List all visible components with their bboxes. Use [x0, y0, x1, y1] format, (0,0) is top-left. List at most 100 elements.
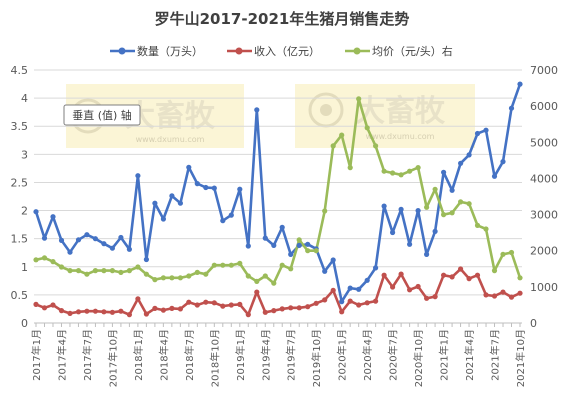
series-1-point [305, 304, 311, 310]
series-0-point [347, 285, 353, 291]
series-0-point [373, 265, 379, 271]
series-2-point [517, 275, 523, 281]
series-2-point [347, 165, 353, 171]
series-1-point [474, 272, 481, 278]
series-1-point [508, 294, 515, 300]
series-1-point [237, 301, 243, 307]
watermark-url-right: www.dxumu.com [366, 132, 435, 141]
series-0-point [296, 242, 302, 248]
series-0-point [381, 203, 387, 209]
series-0-point [67, 249, 73, 255]
series-1-point [458, 266, 464, 272]
x-tick-label: 2018年10月 [208, 329, 221, 387]
series-1-point [109, 309, 115, 315]
series-2-point [271, 280, 277, 286]
series-1-point [296, 305, 302, 311]
series-1-point [211, 300, 217, 306]
series-2-point [109, 268, 115, 274]
series-0-point [109, 245, 115, 251]
watermark-right: 大畜牧 www.dxumu.com [295, 84, 475, 148]
series-0-point [143, 256, 149, 263]
series-0-point [356, 286, 362, 292]
series-2-point [237, 260, 243, 266]
series-0-point [339, 299, 345, 305]
series-0-point [441, 169, 447, 175]
series-2-point [92, 268, 98, 274]
legend-item-price: 均价（元/头）右 [345, 44, 453, 58]
series-1-point [262, 309, 268, 315]
y-tick-label-right: 0 [530, 317, 537, 330]
series-line-2 [35, 97, 522, 285]
series-0-point [254, 107, 260, 113]
series-2-point [41, 255, 48, 261]
series-2-point [84, 271, 90, 277]
series-1-point [118, 308, 124, 314]
y-tick-label-left: 0.5 [11, 289, 29, 302]
series-2-point [424, 204, 430, 210]
legend-label-price: 均价（元/头）右 [372, 44, 453, 58]
series-1-point [330, 287, 336, 293]
series-2-point [330, 143, 336, 149]
series-0-point [279, 224, 285, 230]
series-0-point [220, 218, 226, 224]
series-2-point [262, 273, 268, 279]
y-tick-label-right: 2000 [530, 245, 558, 258]
series-0-point [101, 241, 107, 247]
series-1-point [390, 284, 396, 290]
series-0-point [160, 216, 166, 222]
series-2-point [491, 268, 498, 274]
series-1-point [152, 305, 158, 311]
series-1-point [254, 289, 260, 295]
series-1-point [415, 283, 421, 290]
series-2-point [458, 199, 464, 205]
series-1-point [313, 300, 319, 306]
x-tick-label: 2018年7月 [183, 329, 196, 381]
series-1-point [143, 311, 149, 317]
series-1-point [41, 305, 48, 311]
series-2-point [279, 262, 285, 268]
x-tick-label: 2017年10月 [106, 329, 119, 387]
series-2-point [500, 251, 506, 257]
series-1-point [33, 301, 39, 307]
series-1-point [432, 294, 438, 300]
x-tick-label: 2021年10月 [514, 329, 527, 387]
series-1-point [322, 297, 328, 303]
series-1-point [67, 310, 73, 316]
series-0-point [407, 241, 413, 247]
series-0-point [322, 268, 328, 274]
series-1-point [449, 274, 455, 280]
series-0-point [118, 234, 124, 241]
x-tick-label: 2018年4月 [157, 329, 170, 381]
series-2-point [373, 143, 379, 149]
legend-item-quantity: 数量（万头） [110, 45, 203, 58]
series-1-point [135, 296, 141, 302]
series-2-point [118, 269, 124, 275]
series-2-point [67, 268, 73, 274]
series-0-point [245, 243, 251, 249]
series-2-point [466, 201, 472, 207]
x-tick-label: 2017年1月 [30, 329, 43, 381]
series-0-point [449, 187, 455, 193]
series-2-point [483, 226, 489, 232]
series-1-point [339, 309, 345, 315]
series-0-point [194, 181, 200, 187]
series-2-point [407, 168, 413, 174]
y-tick-label-left: 0 [21, 317, 28, 330]
x-tick-label: 2020年7月 [387, 329, 400, 381]
series-line-1 [35, 267, 521, 316]
series-1-point [279, 306, 285, 312]
series-1-point [381, 272, 387, 278]
series-1-point [220, 303, 226, 309]
series-2-point [220, 262, 226, 268]
axis-tooltip-text: 垂直 (值) 轴 [72, 108, 132, 122]
series-markers [33, 81, 523, 318]
series-1-point [177, 306, 183, 312]
x-tick-label: 2019年4月 [259, 329, 272, 381]
y-tick-label-right: 7000 [530, 64, 558, 77]
series-2-point [508, 249, 515, 256]
x-tick-label: 2021年4月 [463, 329, 476, 381]
series-0-point [466, 152, 472, 158]
series-1-point [517, 290, 523, 296]
x-tick-label: 2020年10月 [412, 329, 425, 387]
